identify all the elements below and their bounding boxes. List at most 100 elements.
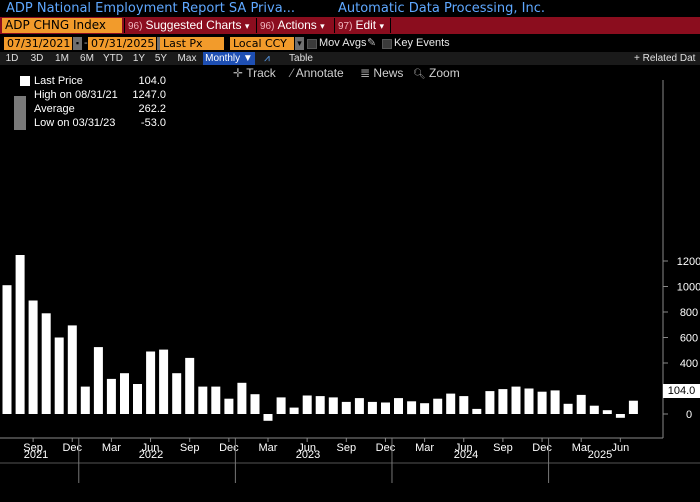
bar[interactable] <box>302 395 312 415</box>
x-tick-label: Mar <box>102 442 121 454</box>
period-1m[interactable]: 1M <box>55 53 69 64</box>
bar[interactable] <box>28 300 38 415</box>
legend-row: Average 262.2 <box>34 102 166 116</box>
bar[interactable] <box>80 386 90 414</box>
bar[interactable] <box>354 398 364 414</box>
bar[interactable] <box>15 255 25 414</box>
legend-scroll-handle[interactable] <box>14 96 26 130</box>
bar[interactable] <box>54 337 64 415</box>
bar[interactable] <box>602 410 612 414</box>
bar[interactable] <box>328 397 338 414</box>
period-1d[interactable]: 1D <box>5 53 19 64</box>
x-tick-label: Jun <box>298 442 316 454</box>
bar[interactable] <box>224 398 234 414</box>
bar[interactable] <box>446 393 456 414</box>
bar[interactable] <box>394 398 403 414</box>
actions-menu[interactable]: 96) Actions ▾ <box>260 17 325 34</box>
legend-key: Last Price <box>34 75 83 87</box>
bar[interactable] <box>433 398 443 414</box>
legend-key: Low on 03/31/23 <box>34 117 116 129</box>
field-selector[interactable]: Last Px <box>160 37 224 50</box>
separator <box>390 18 391 33</box>
bar[interactable] <box>93 347 103 414</box>
mov-avgs-checkbox[interactable] <box>307 39 317 49</box>
related-data-button[interactable]: + Related Dat <box>634 53 696 64</box>
period-6m[interactable]: 6M <box>80 53 94 64</box>
bar[interactable] <box>381 402 390 415</box>
x-tick-label: Mar <box>259 442 278 454</box>
bar[interactable] <box>367 401 377 414</box>
chart-type-icon[interactable]: ⩘ <box>264 53 270 64</box>
period-max[interactable]: Max <box>177 53 197 64</box>
suggested-charts-menu[interactable]: 96) Suggested Charts ▾ <box>128 17 249 34</box>
company-name[interactable]: Automatic Data Processing, Inc. <box>338 1 546 16</box>
bar[interactable] <box>550 390 560 414</box>
dropdown-icon[interactable]: ▾ <box>295 37 304 50</box>
bar[interactable] <box>185 357 195 414</box>
period-3d[interactable]: 3D <box>30 53 44 64</box>
bar[interactable] <box>289 407 299 414</box>
bar[interactable] <box>498 389 508 414</box>
currency-selector[interactable]: Local CCY <box>230 37 294 50</box>
menu-label: Edit <box>355 18 377 32</box>
bar[interactable] <box>576 394 586 414</box>
bar[interactable] <box>250 394 260 414</box>
news-tool[interactable]: ≣ News <box>360 66 403 80</box>
bar[interactable] <box>198 386 208 414</box>
x-tick-label: Mar <box>415 442 434 454</box>
bar[interactable] <box>459 396 469 414</box>
y-tick-label: 800 <box>680 307 698 319</box>
calendar-icon[interactable]: ▪ <box>73 37 82 50</box>
period-5y[interactable]: 5Y <box>154 53 168 64</box>
start-date-field[interactable]: 07/31/2021 <box>4 37 72 50</box>
date-separator: - <box>84 37 88 49</box>
pencil-icon: ⁄ <box>291 66 294 80</box>
bar[interactable] <box>172 373 182 414</box>
pencil-icon[interactable]: ✎ <box>367 37 377 49</box>
frequency-selector[interactable]: Monthly ▼ <box>203 52 255 65</box>
bar[interactable] <box>41 313 51 414</box>
period-ytd[interactable]: YTD <box>103 53 123 64</box>
bar[interactable] <box>263 414 273 421</box>
annotate-tool[interactable]: ⁄ Annotate <box>291 66 344 80</box>
bar[interactable] <box>237 382 247 414</box>
bar[interactable] <box>563 403 573 414</box>
bar[interactable] <box>159 349 169 414</box>
bar[interactable] <box>315 396 325 414</box>
bar[interactable] <box>341 401 351 414</box>
bar[interactable] <box>537 391 547 414</box>
track-tool[interactable]: ✛ Track <box>233 66 276 80</box>
x-tick-label: Sep <box>180 442 200 454</box>
bar[interactable] <box>420 403 430 414</box>
command-bar: ADP CHNG Index 96) Suggested Charts ▾ 96)… <box>0 17 700 34</box>
bar[interactable] <box>211 386 221 414</box>
bar[interactable] <box>407 401 417 415</box>
key-events-checkbox[interactable] <box>382 39 392 49</box>
security-name[interactable]: ADP National Employment Report SA Priva.… <box>6 1 296 16</box>
separator <box>334 18 335 33</box>
zoom-tool[interactable]: 🔍︎ Zoom <box>413 66 460 80</box>
edit-menu[interactable]: 97) Edit ▾ <box>338 17 384 34</box>
bar[interactable] <box>120 373 129 414</box>
bar[interactable] <box>524 388 534 415</box>
bar[interactable] <box>146 351 156 415</box>
chevron-down-icon: ▾ <box>320 21 325 31</box>
ticker-field[interactable]: ADP CHNG Index <box>2 18 122 33</box>
bar[interactable] <box>485 391 495 414</box>
end-date-field[interactable]: 07/31/2025 <box>88 37 156 50</box>
table-button[interactable]: Table <box>289 53 313 64</box>
bar[interactable] <box>589 405 599 414</box>
x-tick-label: Jun <box>142 442 160 454</box>
bar[interactable] <box>133 384 142 414</box>
bar[interactable] <box>106 378 116 414</box>
bar[interactable] <box>67 325 77 414</box>
bar[interactable] <box>615 414 625 418</box>
bar[interactable] <box>472 408 482 414</box>
bar[interactable] <box>628 400 638 414</box>
bar[interactable] <box>511 386 521 414</box>
bar[interactable] <box>2 285 12 414</box>
bar[interactable] <box>276 397 286 414</box>
chevron-down-icon: ▾ <box>379 21 385 31</box>
period-1y[interactable]: 1Y <box>132 53 146 64</box>
